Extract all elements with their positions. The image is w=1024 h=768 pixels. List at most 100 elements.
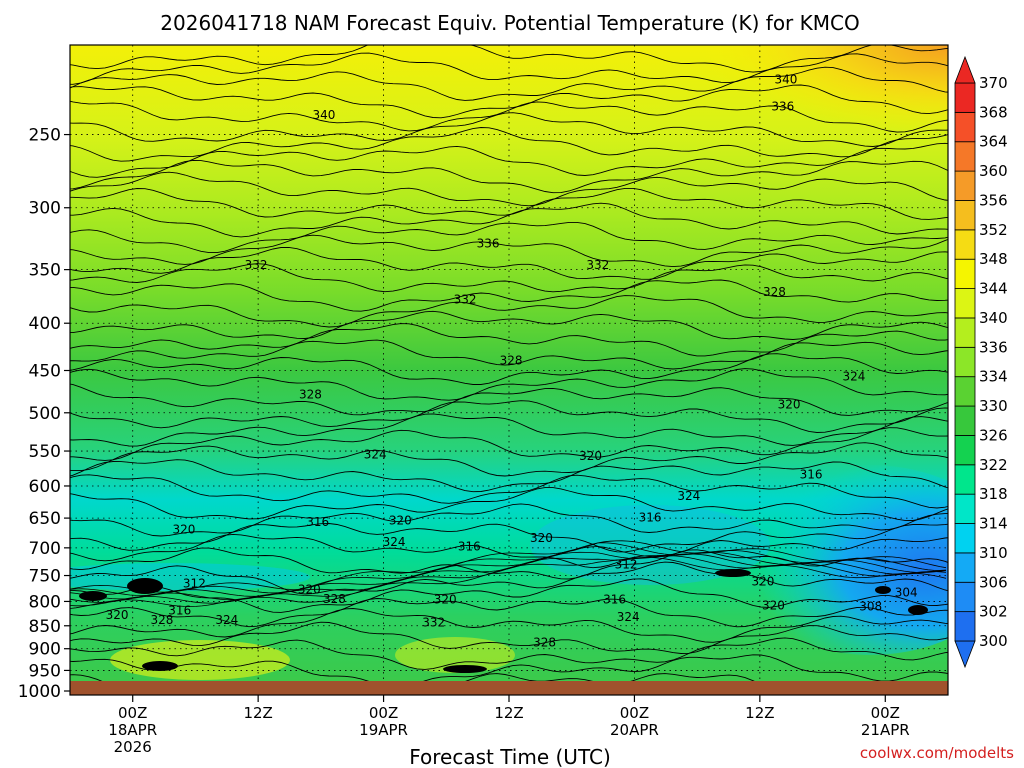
contour-line — [70, 400, 948, 433]
contour-line — [70, 202, 948, 238]
contour-line — [70, 474, 948, 509]
y-tick-label: 800 — [29, 592, 61, 612]
y-tick-label: 650 — [29, 509, 61, 529]
grid-lines — [70, 45, 948, 695]
contour-line — [70, 221, 948, 254]
colorbar-label: 300 — [979, 632, 1008, 650]
colorbar-label: 330 — [979, 397, 1008, 415]
colorbar-label: 322 — [979, 456, 1008, 474]
contour-line — [70, 442, 948, 477]
contour-cluster — [79, 591, 107, 601]
y-tick-label: 550 — [29, 442, 61, 462]
contour-label: 324 — [383, 535, 406, 549]
y-tick-label: 950 — [29, 661, 61, 681]
y-tick-label: 750 — [29, 567, 61, 587]
contour-line — [70, 171, 948, 207]
y-tick-label: 1000 — [18, 682, 61, 702]
colorbar-swatch — [954, 200, 976, 231]
x-tick-label: 12Z — [745, 704, 774, 722]
contour-label: 328 — [151, 613, 174, 627]
x-tick-label: 21APR — [861, 721, 910, 739]
colorbar-swatch — [954, 258, 976, 289]
contour-label: 316 — [306, 515, 329, 529]
x-tick-label: 12Z — [243, 704, 272, 722]
ground-surface — [70, 681, 948, 695]
colorbar-swatch — [954, 141, 976, 172]
contour-label: 320 — [579, 449, 602, 463]
colorbar-label: 352 — [979, 221, 1008, 239]
colorbar-swatch — [954, 229, 976, 260]
contour-label: 336 — [477, 237, 500, 251]
contour-label: 340 — [775, 73, 798, 87]
contour-cluster — [443, 665, 487, 673]
colorbar-label: 318 — [979, 485, 1008, 503]
y-tick-label: 700 — [29, 539, 61, 559]
contour-label: 316 — [458, 540, 481, 554]
y-tick-label: 250 — [29, 126, 61, 146]
y-tick-label: 450 — [29, 361, 61, 381]
contour-line — [70, 621, 948, 654]
contour-label: 316 — [168, 603, 191, 617]
warm-patch-low-mid — [395, 637, 515, 673]
colorbar-swatch — [954, 376, 976, 407]
contour-line — [70, 310, 948, 340]
colorbar-label: 302 — [979, 603, 1008, 621]
colorbar-label: 364 — [979, 133, 1008, 151]
contour-line — [70, 561, 948, 595]
credit-text: coolwx.com/modelts — [860, 744, 1014, 762]
colorbar-swatch — [954, 82, 976, 113]
x-axis-label: Forecast Time (UTC) — [409, 745, 611, 768]
y-tick-label: 850 — [29, 617, 61, 637]
y-tick-label: 300 — [29, 199, 61, 219]
contour-label: 328 — [763, 285, 786, 299]
contour-cluster — [142, 661, 178, 671]
contour-line — [70, 547, 948, 580]
contour-line — [70, 368, 948, 401]
contour-label: 328 — [500, 354, 523, 368]
frontal-contour — [70, 556, 947, 609]
colorbar-swatch — [954, 493, 976, 524]
colorbar-swatch — [954, 552, 976, 583]
contour-label: 328 — [533, 635, 556, 649]
colorbar-swatch — [954, 288, 976, 319]
contour-line — [70, 523, 948, 553]
colorbar-label: 334 — [979, 368, 1008, 386]
contour-cluster — [715, 569, 751, 577]
contour-line — [70, 427, 948, 461]
contour-label: 320 — [434, 592, 457, 606]
y-tick-label: 500 — [29, 404, 61, 424]
contour-label: 324 — [215, 613, 238, 627]
contour-line — [70, 187, 948, 220]
contour-label: 320 — [298, 583, 321, 597]
colorbar-swatch — [954, 170, 976, 201]
contour-line — [70, 598, 948, 628]
colorbar-swatch — [954, 611, 976, 642]
contour-label: 312 — [183, 576, 206, 590]
contour-line — [70, 263, 948, 293]
contour-label: 320 — [778, 398, 801, 412]
contour-label: 332 — [586, 258, 609, 272]
colorbar-upper-arrow — [954, 55, 976, 84]
y-tick-label: 900 — [29, 640, 61, 660]
contour-label: 312 — [615, 558, 638, 572]
frontal-contour — [70, 555, 947, 607]
x-tick-label: 00Z — [369, 704, 398, 722]
colorbar-label: 344 — [979, 280, 1008, 298]
frontal-contour — [70, 540, 947, 593]
contour-cluster — [127, 578, 163, 594]
contour-line — [70, 234, 948, 268]
colorbar-label: 360 — [979, 162, 1008, 180]
colorbar-swatch — [954, 435, 976, 466]
x-tick-label: 00Z — [620, 704, 649, 722]
colorbar-swatch — [954, 405, 976, 436]
contour-label: 336 — [771, 99, 794, 113]
contour-label: 332 — [422, 615, 445, 629]
contour-line — [70, 323, 948, 357]
x-tick-label: 20APR — [610, 721, 659, 739]
colorbar-label: 310 — [979, 544, 1008, 562]
contour-label: 324 — [617, 610, 640, 624]
contour-line — [70, 533, 948, 569]
